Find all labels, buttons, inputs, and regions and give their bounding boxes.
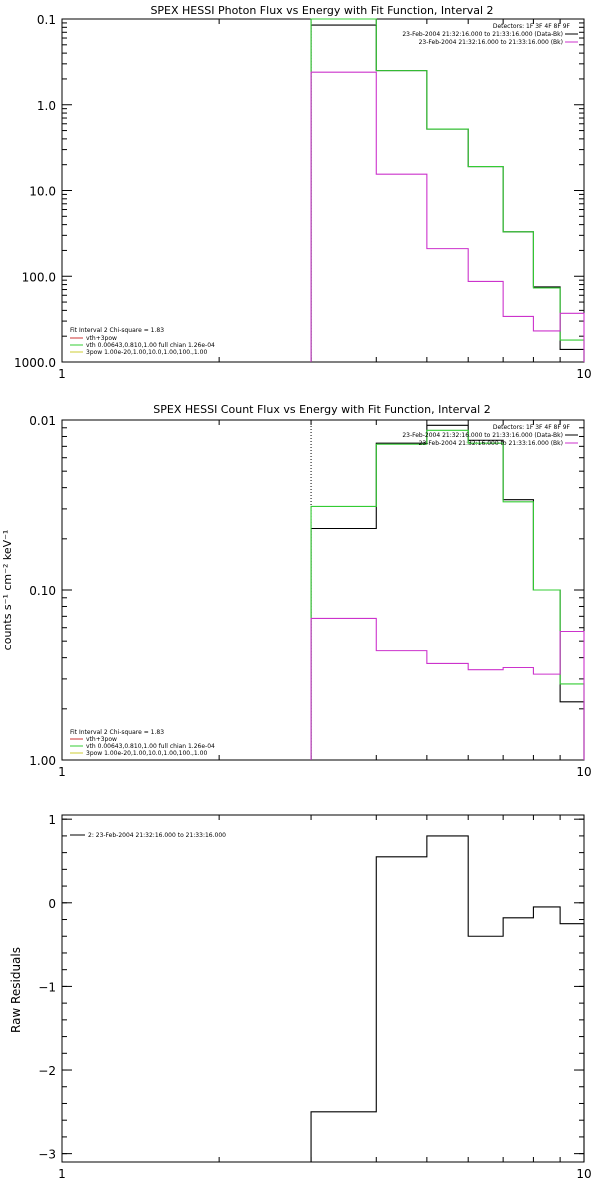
chart-title: SPEX HESSI Count Flux vs Energy with Fit… bbox=[153, 403, 490, 416]
legend-bk: 23-Feb-2004 21:32:16.000 to 21:33:16.000… bbox=[419, 39, 563, 46]
series-data-line bbox=[310, 424, 585, 760]
legend-fit-header: Fit Interval 2 Chi-square = 1.83 bbox=[70, 729, 164, 736]
photon-flux-panel: SPEX HESSI Photon Flux vs Energy with Fi… bbox=[14, 4, 592, 381]
legend-top: 2: 23-Feb-2004 21:32:16.000 to 21:33:16.… bbox=[70, 832, 226, 839]
y-tick-label: 0.10 bbox=[29, 584, 56, 598]
y-axis-label: Raw Residuals bbox=[9, 947, 23, 1033]
axis-ticks: 1 10 1000.0 100.0 10.0 1.0 0.1 bbox=[14, 13, 592, 381]
legend-fit-line-3: 3pow 1.00e-20,1.00,10.0,1.00,100.,1.00 bbox=[86, 349, 207, 356]
y-tick-label: 100.0 bbox=[22, 270, 56, 284]
y-tick-label: 1.0 bbox=[37, 99, 56, 113]
legend-detectors: Detectors: 1F 3F 4F 8F 9F bbox=[493, 23, 571, 30]
series-lines bbox=[310, 18, 585, 362]
y-tick-label: −3 bbox=[38, 1148, 56, 1162]
series-fit-line bbox=[310, 18, 585, 362]
legend-residual: 2: 23-Feb-2004 21:32:16.000 to 21:33:16.… bbox=[88, 832, 226, 839]
series-residual-line bbox=[310, 835, 585, 1162]
series-data-line bbox=[310, 24, 585, 362]
series-bk-line bbox=[310, 617, 585, 760]
legend-top: Detectors: 1F 3F 4F 8F 9F 23-Feb-2004 21… bbox=[402, 424, 578, 447]
legend-fit-line-1: vth+3pow bbox=[86, 736, 117, 743]
x-tick-label: 10 bbox=[576, 1167, 591, 1181]
count-flux-panel: SPEX HESSI Count Flux vs Energy with Fit… bbox=[1, 403, 592, 779]
series-fit-line bbox=[310, 429, 585, 760]
legend-detectors: Detectors: 1F 3F 4F 8F 9F bbox=[493, 424, 571, 431]
y-tick-label: 1000.0 bbox=[14, 356, 56, 370]
legend-top: Detectors: 1F 3F 4F 8F 9F 23-Feb-2004 21… bbox=[402, 23, 578, 46]
plot-frame bbox=[61, 419, 585, 761]
plot-frame bbox=[61, 18, 585, 363]
series-lines bbox=[310, 835, 585, 1162]
series-bk-line bbox=[310, 71, 585, 362]
series-lines bbox=[310, 420, 585, 760]
x-tick-label: 10 bbox=[576, 367, 591, 381]
legend-data-minus-bk: 23-Feb-2004 21:32:16.000 to 21:33:16.000… bbox=[402, 31, 563, 38]
legend-fit-line-1: vth+3pow bbox=[86, 335, 117, 342]
legend-fit-line-2: vth 0.00643,0.810,1.00 full chian 1.26e-… bbox=[86, 342, 215, 349]
chart-title: SPEX HESSI Photon Flux vs Energy with Fi… bbox=[150, 4, 493, 17]
y-tick-label: 0 bbox=[48, 897, 56, 911]
y-tick-label: 1 bbox=[48, 813, 56, 827]
x-tick-label: 1 bbox=[58, 765, 66, 779]
legend-fit-line-3: 3pow 1.00e-20,1.00,10.0,1.00,100.,1.00 bbox=[86, 750, 207, 757]
x-tick-label: 1 bbox=[58, 1167, 66, 1181]
x-tick-label: 1 bbox=[58, 367, 66, 381]
legend-fit-line-2: vth 0.00643,0.810,1.00 full chian 1.26e-… bbox=[86, 743, 215, 750]
y-tick-label: 0.1 bbox=[37, 13, 56, 27]
legend-bottom: Fit Interval 2 Chi-square = 1.83 vth+3po… bbox=[70, 729, 215, 757]
legend-bk: 23-Feb-2004 21:32:16.000 to 21:33:16.000… bbox=[419, 440, 563, 447]
x-tick-label: 10 bbox=[576, 765, 591, 779]
legend-bottom: Fit Interval 2 Chi-square = 1.83 vth+3po… bbox=[70, 327, 215, 356]
y-axis-label: counts s⁻¹ cm⁻² keV⁻¹ bbox=[1, 530, 14, 651]
y-tick-label: −1 bbox=[38, 980, 56, 994]
y-tick-label: 10.0 bbox=[29, 185, 56, 199]
legend-fit-header: Fit Interval 2 Chi-square = 1.83 bbox=[70, 327, 164, 334]
legend-data-minus-bk: 23-Feb-2004 21:32:16.000 to 21:33:16.000… bbox=[402, 432, 563, 439]
y-tick-label: −2 bbox=[38, 1064, 56, 1078]
y-tick-label: 1.00 bbox=[29, 754, 56, 768]
y-tick-label: 0.01 bbox=[29, 414, 56, 428]
plot-frame bbox=[61, 814, 585, 1163]
axis-ticks: 1 10 1.00 0.10 0.01 bbox=[29, 414, 591, 779]
